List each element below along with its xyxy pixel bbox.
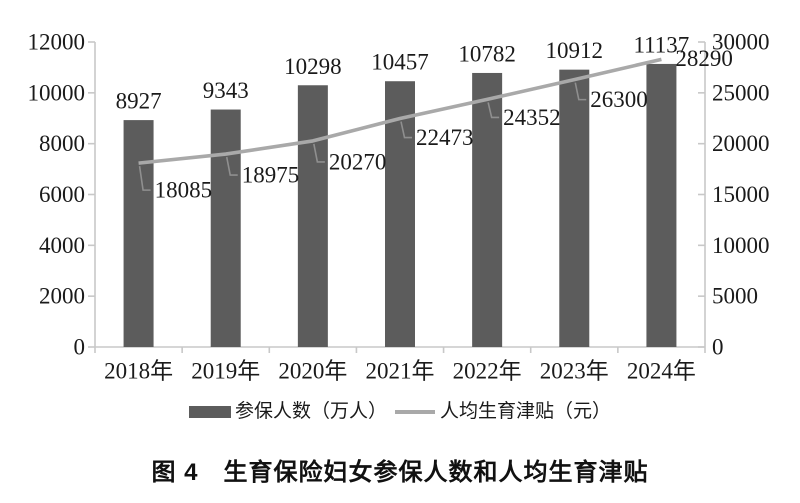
- bar-value-label: 8927: [116, 89, 162, 114]
- left-axis-label: 0: [74, 335, 86, 360]
- bar-value-label: 11137: [634, 32, 690, 57]
- x-axis-label: 2023年: [540, 359, 609, 384]
- legend-bar-label: 参保人数（万人）: [234, 401, 387, 422]
- line-label-leader: [313, 143, 325, 163]
- x-axis-label: 2018年: [104, 359, 173, 384]
- bar-2024年: [646, 63, 677, 348]
- legend-bar-swatch: [188, 406, 231, 418]
- x-axis-label: 2022年: [453, 359, 522, 384]
- bar-value-label: 10782: [458, 41, 516, 66]
- bar-value-label: 9343: [203, 78, 249, 103]
- line-series: [138, 57, 662, 165]
- bar-value-label: 10912: [546, 38, 604, 63]
- bar-value-label: 10298: [284, 54, 342, 79]
- bar-2023年: [559, 69, 590, 348]
- bar-2021年: [385, 81, 415, 347]
- right-axis-label: 20000: [712, 131, 770, 156]
- x-axis-label: 2021年: [366, 359, 435, 384]
- bar-2019年: [210, 109, 241, 348]
- line-point-label: 22473: [416, 125, 474, 150]
- figure-caption: 图 4 生育保险妇女参保人数和人均生育津贴: [151, 459, 649, 486]
- bar-2022年: [472, 72, 503, 348]
- right-axis-label: 25000: [712, 80, 770, 105]
- legend-line-label: 人均生育津贴（元）: [440, 401, 612, 422]
- x-axis-label: 2019年: [191, 359, 260, 384]
- line-label-leader: [138, 166, 151, 191]
- combo-chart-canvas: 0 2000 4000 6000 8000 10000 12000 0 5000 10000 150…: [28, 30, 770, 384]
- right-axis-label: 15000: [712, 182, 770, 207]
- right-axis-label: 30000: [712, 30, 770, 55]
- bar-value-label: 10457: [371, 50, 429, 75]
- x-axis-label: 2024年: [627, 359, 696, 384]
- line-point-label: 24352: [503, 105, 560, 130]
- line-label-leader: [400, 121, 412, 139]
- left-axis-label: 10000: [28, 80, 86, 105]
- legend: 参保人数（万人） 人均生育津贴（元）: [0, 398, 800, 426]
- left-axis-label: 12000: [28, 30, 86, 55]
- line-point-label: 20270: [329, 149, 387, 174]
- right-axis-label: 10000: [712, 233, 770, 258]
- line-point-label: 28290: [675, 46, 733, 71]
- line-label-leader: [487, 102, 500, 119]
- legend-line-swatch: [395, 410, 435, 414]
- left-axis-label: 2000: [39, 284, 85, 309]
- line-point-label: 26300: [590, 87, 648, 112]
- bar-2020年: [297, 85, 328, 348]
- left-axis-label: 8000: [39, 131, 85, 156]
- x-axis-label: 2020年: [278, 359, 347, 384]
- left-axis-label: 6000: [39, 182, 85, 207]
- line-label-leader: [225, 156, 238, 176]
- right-axis-label: 5000: [712, 284, 758, 309]
- left-axis-label: 4000: [39, 233, 85, 258]
- line-label-leader: [574, 82, 587, 101]
- bar-2018年: [123, 120, 154, 348]
- line-point-label: 18085: [155, 178, 213, 203]
- right-axis-label: 0: [712, 335, 724, 360]
- line-point-label: 18975: [242, 163, 300, 188]
